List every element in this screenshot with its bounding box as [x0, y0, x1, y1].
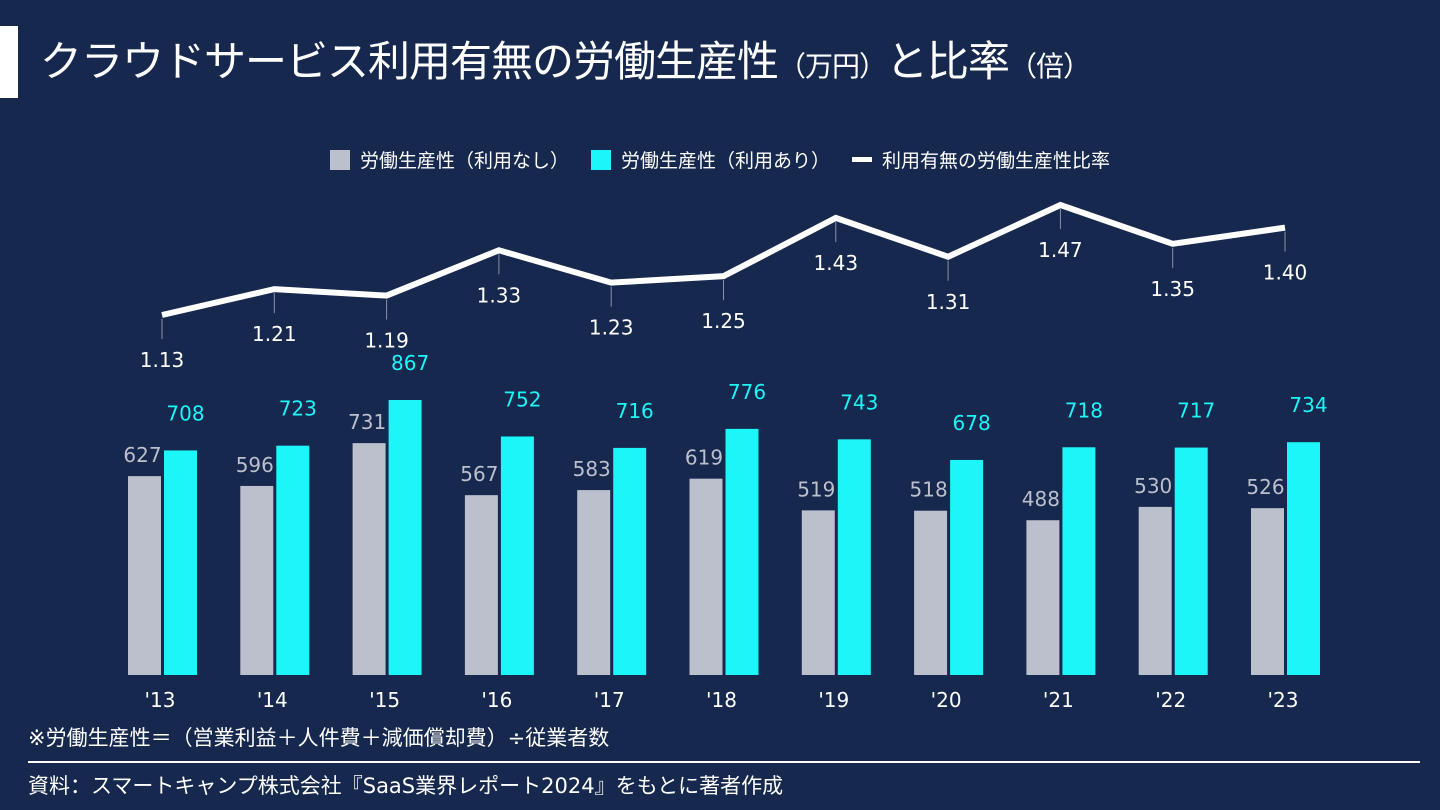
x-tick-label-5: '18	[706, 688, 737, 712]
title-main: クラウドサービス利用有無の労働生産性	[40, 37, 779, 86]
bar-no-cloud-9	[1138, 506, 1172, 675]
bar-no-cloud-1	[240, 485, 274, 675]
bar-no-cloud-10	[1251, 508, 1284, 675]
bar-cloud-8	[1062, 447, 1096, 675]
label-cloud-10: 734	[1289, 393, 1327, 417]
label-cloud-2: 867	[391, 351, 429, 375]
label-no-cloud-10: 526	[1246, 475, 1284, 499]
label-no-cloud-2: 731	[348, 410, 386, 434]
label-cloud-9: 717	[1177, 399, 1215, 423]
label-no-cloud-6: 519	[797, 477, 835, 501]
label-ratio-0: 1.13	[140, 348, 185, 372]
label-cloud-7: 678	[953, 411, 991, 435]
label-ratio-9: 1.35	[1150, 277, 1195, 301]
label-no-cloud-8: 488	[1022, 487, 1060, 511]
bar-cloud-10	[1287, 442, 1320, 675]
bar-no-cloud-2	[352, 443, 386, 675]
bar-no-cloud-4	[577, 490, 611, 675]
ratio-line	[161, 201, 1286, 318]
label-ratio-3: 1.33	[477, 283, 522, 307]
label-ratio-7: 1.31	[926, 290, 971, 314]
footnote: ※労働生産性＝（営業利益＋人件費＋減価償却費）÷従業者数	[28, 726, 610, 750]
label-ratio-8: 1.47	[1038, 238, 1083, 262]
legend-label-ratio: 利用有無の労働生産性比率	[882, 150, 1111, 172]
label-ratio-1: 1.21	[252, 322, 297, 346]
bar-cloud-6	[837, 439, 871, 675]
legend-swatch-no-cloud	[329, 149, 350, 170]
chart-legend: 労働生産性（利用なし） 労働生産性（利用あり） 利用有無の労働生産性比率	[0, 146, 1440, 173]
title-unit-times: （倍）	[1009, 50, 1091, 83]
label-cloud-1: 723	[279, 397, 317, 421]
title-ratio: と比率	[886, 37, 1010, 86]
label-no-cloud-5: 619	[685, 446, 723, 470]
title-unit-yen: （万円）	[778, 50, 887, 83]
bar-cloud-5	[725, 428, 759, 675]
label-no-cloud-0: 627	[123, 443, 161, 467]
x-tick-label-3: '16	[481, 688, 512, 712]
label-no-cloud-3: 567	[460, 462, 498, 486]
x-tick-label-9: '22	[1155, 688, 1186, 712]
bar-cloud-4	[613, 447, 647, 675]
label-cloud-0: 708	[166, 401, 204, 425]
label-cloud-3: 752	[503, 387, 541, 411]
title-accent-bar	[0, 26, 18, 98]
legend-item-ratio: 利用有無の労働生産性比率	[852, 146, 1110, 173]
bar-no-cloud-7	[914, 510, 948, 675]
label-cloud-5: 776	[728, 380, 766, 404]
bar-no-cloud-8	[1026, 520, 1060, 675]
source-note: 資料：スマートキャンプ株式会社『SaaS業界レポート2024』をもとに著者作成	[28, 774, 784, 798]
legend-item-no-cloud: 労働生産性（利用なし）	[329, 146, 569, 173]
x-tick-label-10: '23	[1268, 688, 1299, 712]
label-ratio-4: 1.23	[589, 316, 634, 340]
bar-cloud-9	[1174, 447, 1208, 675]
label-cloud-4: 716	[616, 399, 654, 423]
label-no-cloud-9: 530	[1134, 474, 1172, 498]
bar-cloud-7	[950, 459, 984, 675]
bar-no-cloud-5	[689, 478, 723, 675]
bar-cloud-0	[164, 450, 197, 675]
bar-cloud-3	[500, 436, 534, 675]
footer-divider	[28, 761, 1420, 763]
label-no-cloud-7: 518	[910, 478, 948, 502]
label-ratio-2: 1.19	[364, 329, 409, 353]
bar-cloud-1	[276, 445, 310, 675]
label-cloud-8: 718	[1065, 398, 1103, 422]
legend-label-no-cloud: 労働生産性（利用なし）	[359, 150, 569, 172]
x-tick-label-7: '20	[931, 688, 962, 712]
legend-swatch-ratio	[852, 157, 872, 162]
label-no-cloud-4: 583	[573, 457, 611, 481]
label-no-cloud-1: 596	[236, 453, 274, 477]
x-tick-label-6: '19	[818, 688, 849, 712]
x-tick-label-1: '14	[257, 688, 288, 712]
bar-no-cloud-0	[128, 476, 161, 675]
bar-cloud-2	[388, 400, 422, 675]
x-tick-label-8: '21	[1043, 688, 1074, 712]
page-title: クラウドサービス利用有無の労働生産性（万円）と比率（倍）	[40, 34, 1091, 95]
x-tick-label-0: '13	[145, 688, 176, 712]
label-ratio-6: 1.43	[814, 251, 859, 275]
label-cloud-6: 743	[840, 390, 878, 414]
x-tick-label-2: '15	[369, 688, 400, 712]
x-tick-label-4: '17	[594, 688, 625, 712]
bar-no-cloud-3	[464, 495, 498, 675]
label-ratio-5: 1.25	[701, 309, 746, 333]
legend-item-cloud: 労働生産性（利用あり）	[590, 146, 830, 173]
bar-no-cloud-6	[801, 510, 835, 675]
legend-swatch-cloud	[590, 149, 611, 170]
label-ratio-10: 1.40	[1263, 261, 1308, 285]
legend-label-cloud: 労働生産性（利用あり）	[620, 150, 830, 172]
